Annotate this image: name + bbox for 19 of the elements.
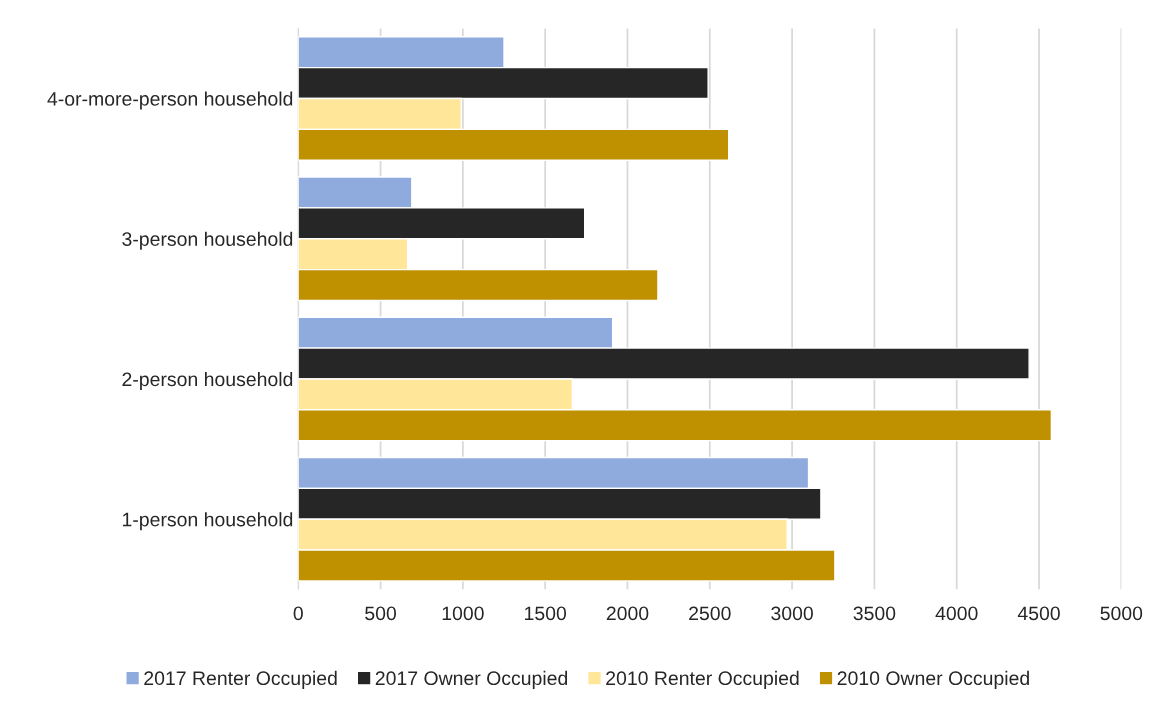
y-tick-label: 2-person household <box>122 371 293 391</box>
x-tick-label: 5000 <box>1100 606 1143 621</box>
x-tick-label: 1000 <box>442 606 484 621</box>
x-tick-label: 0 <box>293 606 303 621</box>
y-tick-label: 4-or-more-person household <box>47 91 293 110</box>
legend-label: 2010 Renter Occupied <box>606 670 799 689</box>
y-tick-label: 1-person household <box>123 512 293 531</box>
x-tick-label: 4000 <box>935 606 978 621</box>
x-tick-label: 3000 <box>771 606 813 621</box>
x-tick-label: 500 <box>365 606 397 621</box>
legend-label: 2017 Owner Occupied <box>375 670 568 689</box>
x-tick-label: 2000 <box>606 606 649 621</box>
x-tick-label: 4500 <box>1017 606 1060 621</box>
legend-label: 2017 Renter Occupied <box>144 670 337 689</box>
legend-label: 2010 Owner Occupied <box>837 670 1029 689</box>
x-tick-label: 3500 <box>853 606 896 621</box>
x-tick-label: 1500 <box>525 606 567 621</box>
y-tick-label: 3-person household <box>122 231 293 250</box>
x-tick-label: 2500 <box>689 606 731 621</box>
